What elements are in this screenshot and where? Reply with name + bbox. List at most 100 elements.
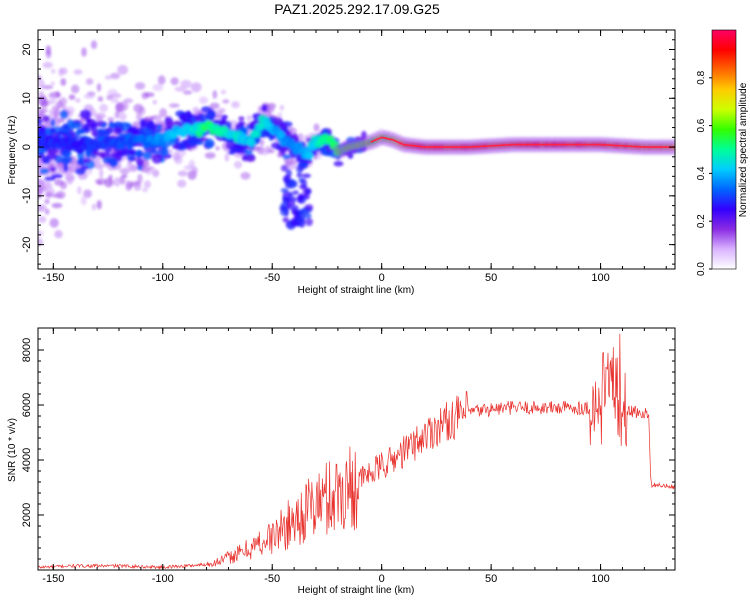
spectrogram-cell-397 bbox=[53, 108, 61, 116]
spectrogram-cell-931 bbox=[205, 111, 216, 121]
spectrogram-cell-1027 bbox=[204, 138, 215, 149]
snr-series bbox=[38, 333, 675, 570]
spectrogram-cell-969 bbox=[128, 148, 136, 156]
spectrogram-cell-394 bbox=[38, 177, 44, 188]
spectrogram-cell-1086 bbox=[296, 165, 304, 173]
spectrogram-cell-471 bbox=[96, 200, 102, 210]
spectrogram-cell-1081 bbox=[280, 164, 289, 172]
spectrogram-cell-480 bbox=[118, 101, 129, 111]
spectrogram-cell-1001 bbox=[187, 137, 197, 147]
spectrogram-cell-369 bbox=[107, 117, 115, 122]
spectrogram-cell-1255 bbox=[305, 151, 314, 160]
spectrogram-cell-151 bbox=[71, 84, 80, 94]
spectrogram-cell-362 bbox=[38, 204, 47, 212]
spectrogram-cell-152 bbox=[224, 153, 230, 162]
spectrogram-cell-1014 bbox=[113, 126, 123, 134]
spectrogram-cell-977 bbox=[95, 128, 107, 134]
spectrogram-cell-860 bbox=[38, 152, 45, 159]
spectrogram-cell-1066 bbox=[302, 173, 311, 179]
snr-ytick-label-1: 4000 bbox=[21, 448, 33, 472]
spectrogram-cell-318 bbox=[127, 160, 133, 165]
spectrogram-cell-393 bbox=[50, 81, 55, 86]
snr-y-axis-label: SNR (10 * v/v) bbox=[7, 418, 18, 482]
spectrogram-cell-1005 bbox=[63, 163, 69, 173]
spectrogram-cell-974 bbox=[42, 157, 51, 165]
spectrogram-cell-600 bbox=[39, 168, 50, 175]
snr-ytick-label-2: 6000 bbox=[21, 393, 33, 417]
spectrogram-cell-1029 bbox=[91, 129, 98, 137]
spectrogram-ytick-label-3: 10 bbox=[21, 92, 33, 104]
colorbar-tick-label-2: 0.4 bbox=[696, 166, 707, 180]
spectrogram-cell-1015 bbox=[74, 167, 86, 175]
spectrogram-cell-901 bbox=[71, 121, 82, 129]
spectrogram-x-axis-label: Height of straight line (km) bbox=[298, 285, 415, 296]
spectrogram-cell-95 bbox=[313, 123, 320, 132]
spectrogram-cell-1222 bbox=[247, 138, 256, 147]
spectrogram-cell-1090 bbox=[305, 187, 312, 195]
spectrogram-cell-820 bbox=[244, 149, 253, 155]
spectrogram-cell-986 bbox=[246, 154, 256, 162]
spectrogram-cell-1041 bbox=[305, 217, 313, 227]
spectrogram-cell-261 bbox=[45, 187, 55, 197]
spectrogram-cell-853 bbox=[47, 148, 54, 155]
spectrogram-cell-939 bbox=[160, 147, 169, 156]
spectrogram-cell-1007 bbox=[234, 142, 245, 149]
spectrogram-cell-481 bbox=[212, 90, 218, 99]
spectrogram-cell-1012 bbox=[248, 123, 255, 130]
spectrogram-heatmap bbox=[38, 40, 675, 247]
spectrogram-cell-510 bbox=[125, 179, 130, 190]
spectrogram-cell-1058 bbox=[292, 190, 299, 196]
spectrogram-cell-400 bbox=[118, 112, 127, 121]
spectrogram-cell-988 bbox=[220, 118, 226, 125]
spectrogram-cell-299 bbox=[97, 180, 102, 185]
spectrogram-cell-336 bbox=[119, 175, 126, 185]
spectrogram-cell-1025 bbox=[179, 113, 187, 121]
spectrogram-cell-1019 bbox=[172, 144, 180, 150]
spectrogram-cell-459 bbox=[54, 179, 64, 186]
spectrogram-cell-511 bbox=[119, 168, 130, 175]
spectrogram-cell-118 bbox=[142, 187, 148, 193]
spectrogram-x-ticks: -150 -100 -50 0 50 100 bbox=[42, 30, 667, 284]
spectrogram-cell-72 bbox=[113, 177, 121, 187]
spectrogram-ridge-line bbox=[370, 136, 675, 148]
spectrogram-cell-39 bbox=[50, 68, 56, 74]
spectrogram-cell-1037 bbox=[61, 148, 71, 158]
snr-y-ticks: 2000 4000 6000 8000 bbox=[21, 327, 675, 571]
spectrogram-cell-616 bbox=[139, 118, 146, 127]
spectrogram-cell-847 bbox=[109, 152, 120, 159]
spectrogram-ytick-label-4: 20 bbox=[21, 43, 33, 55]
spectrogram-cell-464 bbox=[96, 115, 103, 123]
spectrogram-cell-232 bbox=[99, 168, 104, 179]
spectrogram-cell-1094 bbox=[282, 191, 292, 201]
spectrogram-cell-947 bbox=[277, 147, 289, 152]
spectrogram-cell-466 bbox=[58, 97, 68, 106]
spectrogram-cell-12 bbox=[169, 103, 180, 108]
spectrogram-cell-131 bbox=[191, 82, 202, 93]
spectrogram-cell-395 bbox=[198, 96, 209, 105]
spectrogram-cell-453 bbox=[38, 79, 45, 89]
spectrogram-cell-198 bbox=[137, 173, 143, 184]
spectrogram-cell-1083 bbox=[304, 204, 314, 211]
spectrogram-cell-1009 bbox=[186, 110, 192, 118]
spectrogram-cell-240 bbox=[108, 174, 113, 181]
colorbar-ticks: 0.0 0.2 0.4 0.6 0.8 bbox=[696, 70, 712, 276]
spectrogram-cell-838 bbox=[51, 173, 63, 179]
spectrogram-cell-1004 bbox=[124, 123, 132, 128]
spectrogram-cell-819 bbox=[38, 117, 43, 126]
spectrogram-cell-452 bbox=[157, 75, 166, 85]
spectrogram-cell-409 bbox=[231, 101, 240, 109]
spectrogram-cell-834 bbox=[144, 121, 154, 130]
spectrogram-cell-246 bbox=[44, 198, 50, 205]
spectrogram-cell-260 bbox=[97, 96, 104, 102]
spectrogram-cell-1082 bbox=[287, 179, 297, 189]
spectrogram-cell-485 bbox=[234, 160, 243, 169]
spectrogram-cell-809 bbox=[100, 123, 107, 128]
spectrogram-cell-1095 bbox=[283, 175, 290, 184]
spectrogram-cell-135 bbox=[77, 186, 82, 195]
spectrogram-cell-357 bbox=[177, 179, 187, 188]
spectrogram-cell-430 bbox=[259, 138, 265, 147]
spectrogram-cell-726 bbox=[50, 166, 56, 172]
spectrogram-cell-467 bbox=[80, 195, 87, 206]
spectrogram-cell-1087 bbox=[296, 194, 304, 204]
